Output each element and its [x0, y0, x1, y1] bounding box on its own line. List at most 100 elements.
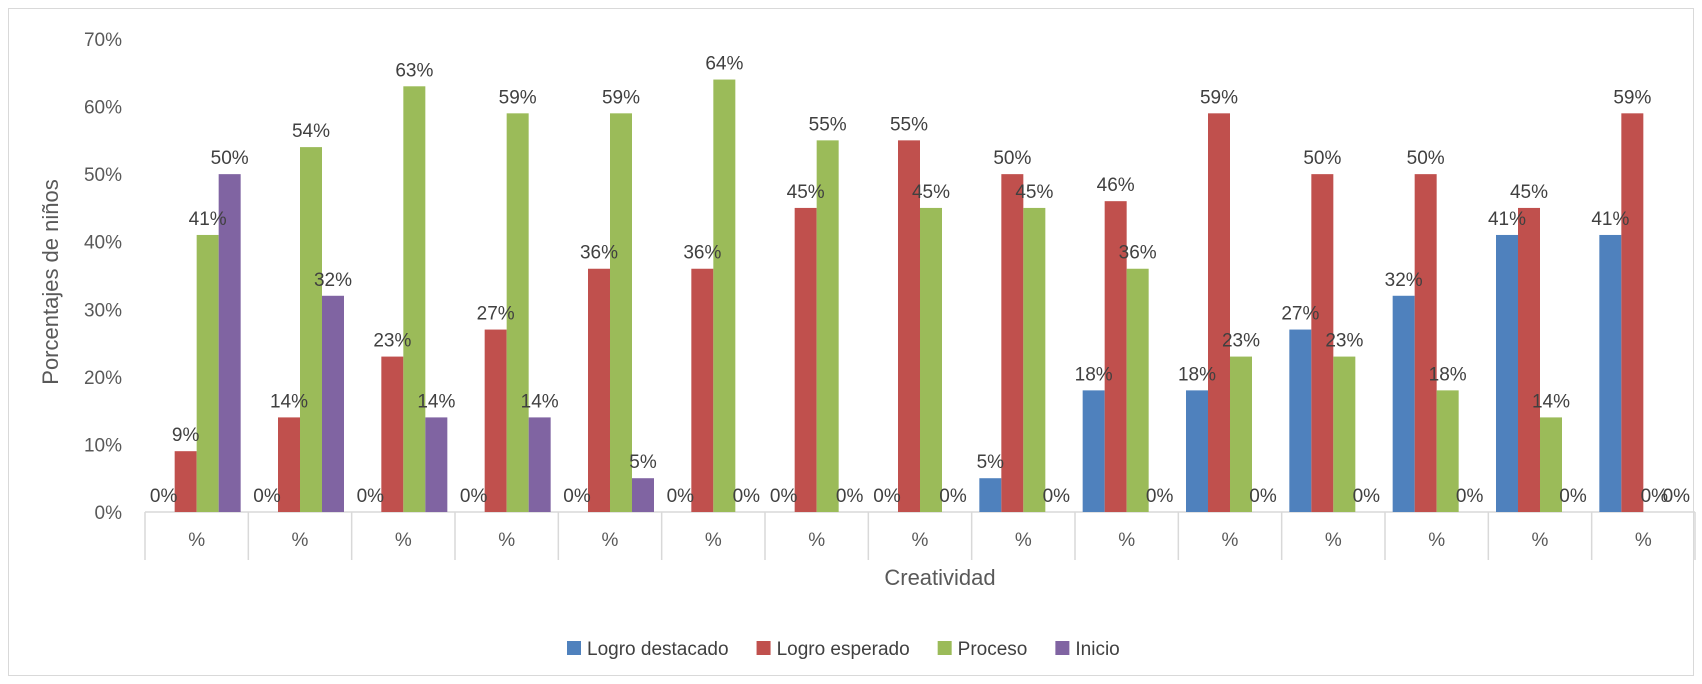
bar — [1023, 207, 1046, 512]
bar — [1518, 207, 1540, 512]
data-label: 41% — [1488, 209, 1526, 230]
data-label: 0% — [150, 486, 178, 507]
data-label: 23% — [1222, 331, 1260, 352]
data-label: 18% — [1429, 364, 1467, 385]
y-tick-label: 30% — [84, 300, 122, 321]
data-label: 0% — [1559, 486, 1587, 507]
data-label: 14% — [521, 391, 559, 412]
x-tick-label: % — [292, 530, 309, 551]
bar — [218, 174, 241, 512]
bar — [816, 140, 839, 512]
data-label: 54% — [292, 121, 330, 142]
x-tick-label: % — [602, 530, 619, 551]
data-label: 0% — [1043, 486, 1071, 507]
data-label: 5% — [629, 452, 657, 473]
x-axis-ticks: %%%%%%%%%%%%%%% — [188, 530, 1652, 551]
x-tick-label: % — [188, 530, 205, 551]
data-label: 9% — [172, 425, 200, 446]
y-tick-label: 40% — [84, 233, 122, 254]
bar — [691, 268, 714, 512]
bar — [484, 329, 507, 512]
data-label: 18% — [1178, 364, 1216, 385]
x-tick-label: % — [1532, 530, 1549, 551]
data-label: 45% — [787, 182, 825, 203]
data-label: 41% — [189, 209, 227, 230]
bar — [403, 86, 426, 513]
data-label: 50% — [1407, 148, 1445, 169]
bar — [1392, 295, 1415, 512]
data-label: 55% — [809, 114, 847, 135]
bar — [1414, 174, 1437, 512]
bar — [920, 207, 942, 512]
bar — [979, 478, 1002, 512]
data-label: 14% — [270, 391, 308, 412]
x-tick-label: % — [808, 530, 825, 551]
legend-label: Logro destacado — [587, 639, 729, 660]
legend-label: Inicio — [1075, 639, 1119, 660]
y-axis-title: Porcentajes de niños — [38, 179, 63, 384]
legend-swatch — [567, 641, 581, 655]
y-tick-label: 0% — [95, 503, 123, 524]
data-label: 36% — [683, 243, 721, 264]
bar — [898, 140, 920, 512]
x-tick-label: % — [1222, 530, 1239, 551]
data-label: 0% — [1663, 486, 1691, 507]
legend-swatch — [756, 641, 771, 655]
bar — [1208, 113, 1230, 512]
data-label: 63% — [395, 60, 433, 81]
bar — [425, 417, 448, 512]
data-label: 0% — [253, 486, 281, 507]
data-label: 0% — [1353, 486, 1381, 507]
bar — [1333, 356, 1356, 512]
legend-swatch — [937, 641, 952, 655]
data-label: 0% — [460, 486, 488, 507]
legend-label: Logro esperado — [777, 639, 910, 660]
data-label: 45% — [1015, 182, 1053, 203]
y-axis-ticks: 0% 10% 20% 30% 40% 50% 60% 70% — [84, 30, 122, 524]
bar — [1230, 356, 1252, 512]
bar — [1496, 234, 1518, 512]
bar — [794, 207, 817, 512]
bar — [713, 79, 736, 513]
data-label: 50% — [211, 148, 249, 169]
bar — [1289, 329, 1312, 512]
data-label: 5% — [977, 452, 1005, 473]
data-label: 0% — [873, 486, 901, 507]
bar — [1001, 174, 1024, 512]
x-tick-label: % — [1118, 530, 1135, 551]
bar — [528, 417, 551, 512]
data-label: 0% — [770, 486, 798, 507]
data-label: 0% — [939, 486, 967, 507]
x-tick-label: % — [1325, 530, 1342, 551]
data-label: 36% — [1119, 243, 1157, 264]
legend-label: Proceso — [958, 639, 1028, 660]
data-label: 46% — [1097, 175, 1135, 196]
bars — [174, 79, 1644, 513]
bar — [278, 417, 300, 512]
data-label: 41% — [1591, 209, 1629, 230]
data-label: 45% — [1510, 182, 1548, 203]
bar — [1436, 390, 1459, 512]
data-label: 18% — [1075, 364, 1113, 385]
data-label: 59% — [1613, 87, 1651, 108]
data-label: 27% — [1281, 304, 1319, 325]
bar — [1126, 268, 1149, 512]
bar — [1104, 201, 1127, 512]
y-tick-label: 60% — [84, 98, 122, 119]
data-label: 27% — [477, 304, 515, 325]
x-tick-label: % — [1428, 530, 1445, 551]
y-tick-label: 20% — [84, 368, 122, 389]
data-label: 64% — [705, 54, 743, 75]
bar — [1540, 417, 1562, 512]
bar — [300, 147, 322, 512]
x-tick-label: % — [1635, 530, 1652, 551]
bar — [1311, 174, 1334, 512]
data-label: 0% — [1641, 486, 1669, 507]
data-label: 23% — [373, 331, 411, 352]
data-label: 36% — [580, 243, 618, 264]
x-tick-label: % — [395, 530, 412, 551]
x-tick-label: % — [912, 530, 929, 551]
data-label: 0% — [563, 486, 591, 507]
data-label: 14% — [417, 391, 455, 412]
bar — [588, 268, 610, 512]
